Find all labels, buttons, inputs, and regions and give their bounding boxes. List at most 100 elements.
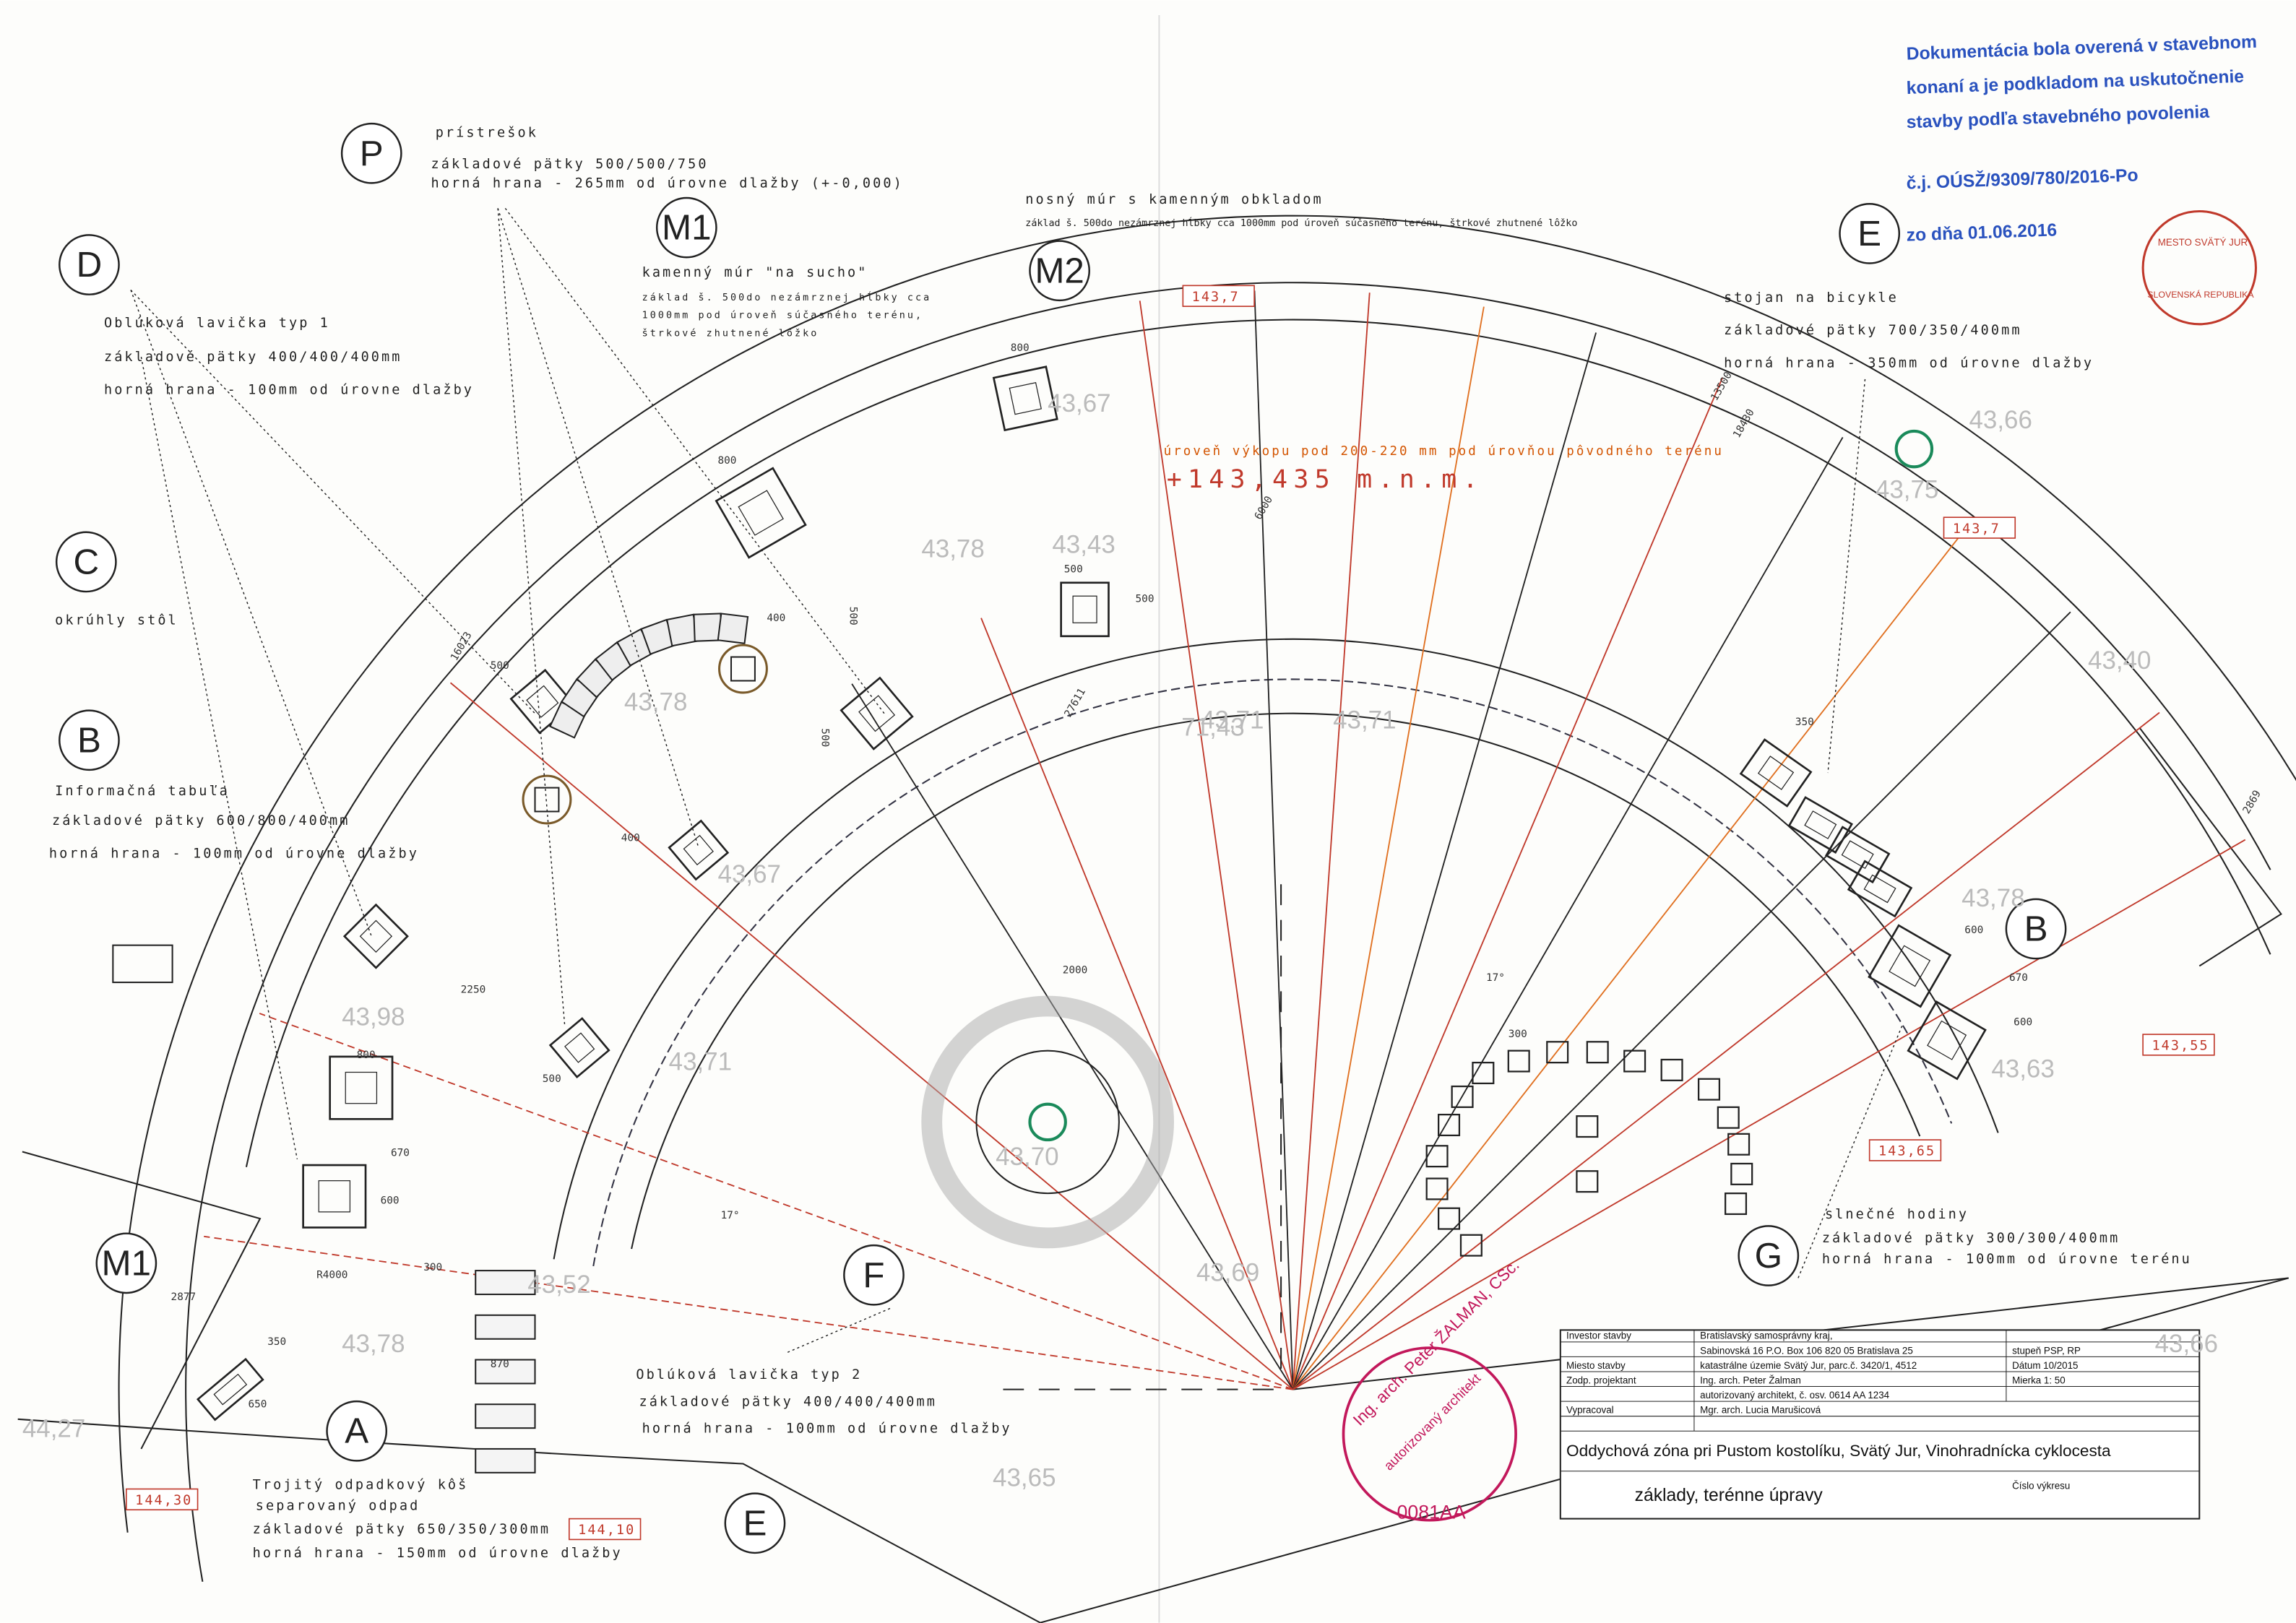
dimension: 300	[1509, 1029, 1527, 1040]
level-note: úroveň výkopu pod 200-220 mm pod úrovňou…	[1164, 444, 1724, 459]
tb-cell: Mgr. arch. Lucia Marušicová	[1700, 1405, 1821, 1416]
terrain-level: 43,65	[993, 1463, 1056, 1492]
note: 1000mm pod úroveň súčasného terénu,	[642, 310, 924, 321]
note: základové pätky 650/350/300mm	[253, 1522, 551, 1537]
note: horná hrana - 100mm od úrovne dlažby	[642, 1421, 1012, 1436]
tb-cell: Zodp. projektant	[1566, 1375, 1636, 1385]
elevation: 143,65	[1878, 1144, 1935, 1159]
architect-stamp-text: 0081AA	[1397, 1502, 1466, 1523]
terrain-level: 43,52	[527, 1271, 590, 1299]
dimension: 600	[1964, 925, 1983, 936]
note: základové pätky 600/800/400mm	[52, 813, 350, 828]
bench-seg	[694, 613, 721, 641]
note: okrúhly stôl	[55, 613, 178, 628]
terrain-level: 71,43	[1181, 714, 1244, 742]
elevation: 143,7	[1953, 521, 2001, 537]
terrain-level: 43,78	[342, 1330, 405, 1358]
bench-seg	[475, 1271, 535, 1294]
terrain-level: 43,78	[624, 688, 687, 717]
dimension: 670	[391, 1148, 410, 1159]
dimension: 670	[2009, 972, 2028, 984]
dimension: 17°	[721, 1210, 740, 1221]
terrain-level: 43,75	[1876, 475, 1938, 503]
dimension: 350	[267, 1336, 286, 1348]
tb-project: Oddychová zóna pri Pustom kostolíku, Svä…	[1566, 1442, 2111, 1460]
tb-cell: Mierka 1: 50	[2012, 1375, 2066, 1385]
note: základové pätky 300/300/400mm	[1822, 1231, 2120, 1246]
site-plan: PM1M2DCBEBM1FGAEprístrešokzákladové pätk…	[0, 0, 2296, 1623]
dimension: 800	[718, 455, 737, 467]
dimension: 500	[491, 660, 509, 672]
dimension: 17°	[1486, 972, 1505, 984]
note: nosný múr s kamenným obkladom	[1025, 192, 1323, 207]
level-value: +143,435 m.n.m.	[1167, 465, 1484, 494]
note: horná hrana - 100mm od úrovne dlažby	[49, 846, 419, 861]
elevation: 144,30	[135, 1493, 192, 1508]
note: horná hrana - 150mm od úrovne dlažby	[253, 1546, 623, 1561]
terrain-level: 43,40	[2088, 646, 2151, 675]
marker-label: A	[345, 1411, 368, 1451]
tb-cell: Dátum 10/2015	[2012, 1360, 2078, 1371]
note: základové pätky 500/500/750	[431, 157, 709, 172]
dimension: 350	[1795, 717, 1814, 728]
dimension: 500	[1136, 593, 1155, 605]
dimension: 500	[819, 728, 830, 747]
marker-label: P	[360, 134, 384, 173]
marker-label: E	[1857, 214, 1881, 254]
note: Oblúková lavička typ 1	[104, 316, 330, 331]
dimension: 500	[543, 1073, 561, 1085]
tb-cell: autorizovaný architekt, č. osv. 0614 AA …	[1700, 1390, 1889, 1401]
marker-label: C	[73, 542, 99, 581]
note: základové pätky 400/400/400mm	[104, 350, 402, 365]
tb-cell: Miesto stavby	[1566, 1360, 1626, 1371]
dimension: 800	[1011, 342, 1030, 354]
dimension: 300	[423, 1262, 442, 1273]
dimension: 400	[767, 613, 785, 624]
tb-no: Číslo výkresu	[2012, 1480, 2070, 1491]
dimension: 600	[381, 1195, 400, 1207]
terrain-level: 43,78	[921, 535, 984, 563]
note: separovaný odpad	[256, 1498, 420, 1513]
bench-seg	[475, 1315, 535, 1339]
note: horná hrana - 265mm od úrovne dlažby (+-…	[431, 176, 904, 191]
terrain-level: 43,66	[1969, 406, 2032, 434]
note: štrkové zhutnené lôžko	[642, 327, 819, 339]
terrain-level: 43,78	[1961, 884, 2024, 912]
note: horná hrana - 100mm od úrovne dlažby	[104, 382, 474, 397]
tb-cell: stupeň PSP, RP	[2012, 1345, 2081, 1356]
marker-label: M1	[662, 208, 712, 248]
city-stamp-text: MESTO SVÄTÝ JUR	[2158, 237, 2248, 248]
terrain-level: 43,66	[2155, 1330, 2218, 1358]
marker-label: B	[2024, 909, 2048, 948]
note: kamenný múr "na sucho"	[642, 265, 868, 280]
dimension: 2250	[461, 984, 486, 995]
terrain-level: 43,67	[718, 860, 781, 888]
dimension: R4000	[316, 1269, 348, 1281]
note: základ š. 500do nezámrznej hĺbky cca	[642, 290, 932, 303]
note: prístrešok	[436, 126, 538, 141]
tb-cell: Investor stavby	[1566, 1330, 1631, 1341]
bench-seg	[475, 1449, 535, 1473]
dimension: 400	[621, 833, 640, 844]
terrain-level: 44,27	[22, 1414, 85, 1442]
dimension: 600	[2014, 1017, 2032, 1029]
tb-cell: Ing. arch. Peter Žalman	[1700, 1375, 1801, 1385]
marker-label: E	[743, 1503, 767, 1543]
terrain-level: 43,67	[1048, 389, 1110, 417]
note: stojan na bicykle	[1724, 290, 1899, 306]
note: Oblúková lavička typ 2	[636, 1367, 862, 1382]
terrain-level: 43,70	[996, 1143, 1058, 1171]
marker-label: M2	[1035, 251, 1084, 290]
terrain-level: 43,63	[1991, 1055, 2054, 1083]
tb-drawing: základy, terénne úpravy	[1635, 1486, 1824, 1505]
terrain-level: 43,98	[342, 1003, 405, 1031]
dimension: 2000	[1063, 965, 1088, 977]
dimension: 2877	[171, 1291, 197, 1303]
terrain-level: 43,71	[1333, 706, 1396, 734]
terrain-level: 43,43	[1052, 531, 1115, 559]
note: Trojitý odpadkový kôš	[253, 1477, 469, 1492]
marker-label: F	[863, 1255, 884, 1295]
terrain-level: 43,71	[669, 1047, 732, 1075]
elevation: 144,10	[578, 1523, 635, 1538]
tb-cell: Bratislavský samosprávny kraj,	[1700, 1330, 1832, 1341]
